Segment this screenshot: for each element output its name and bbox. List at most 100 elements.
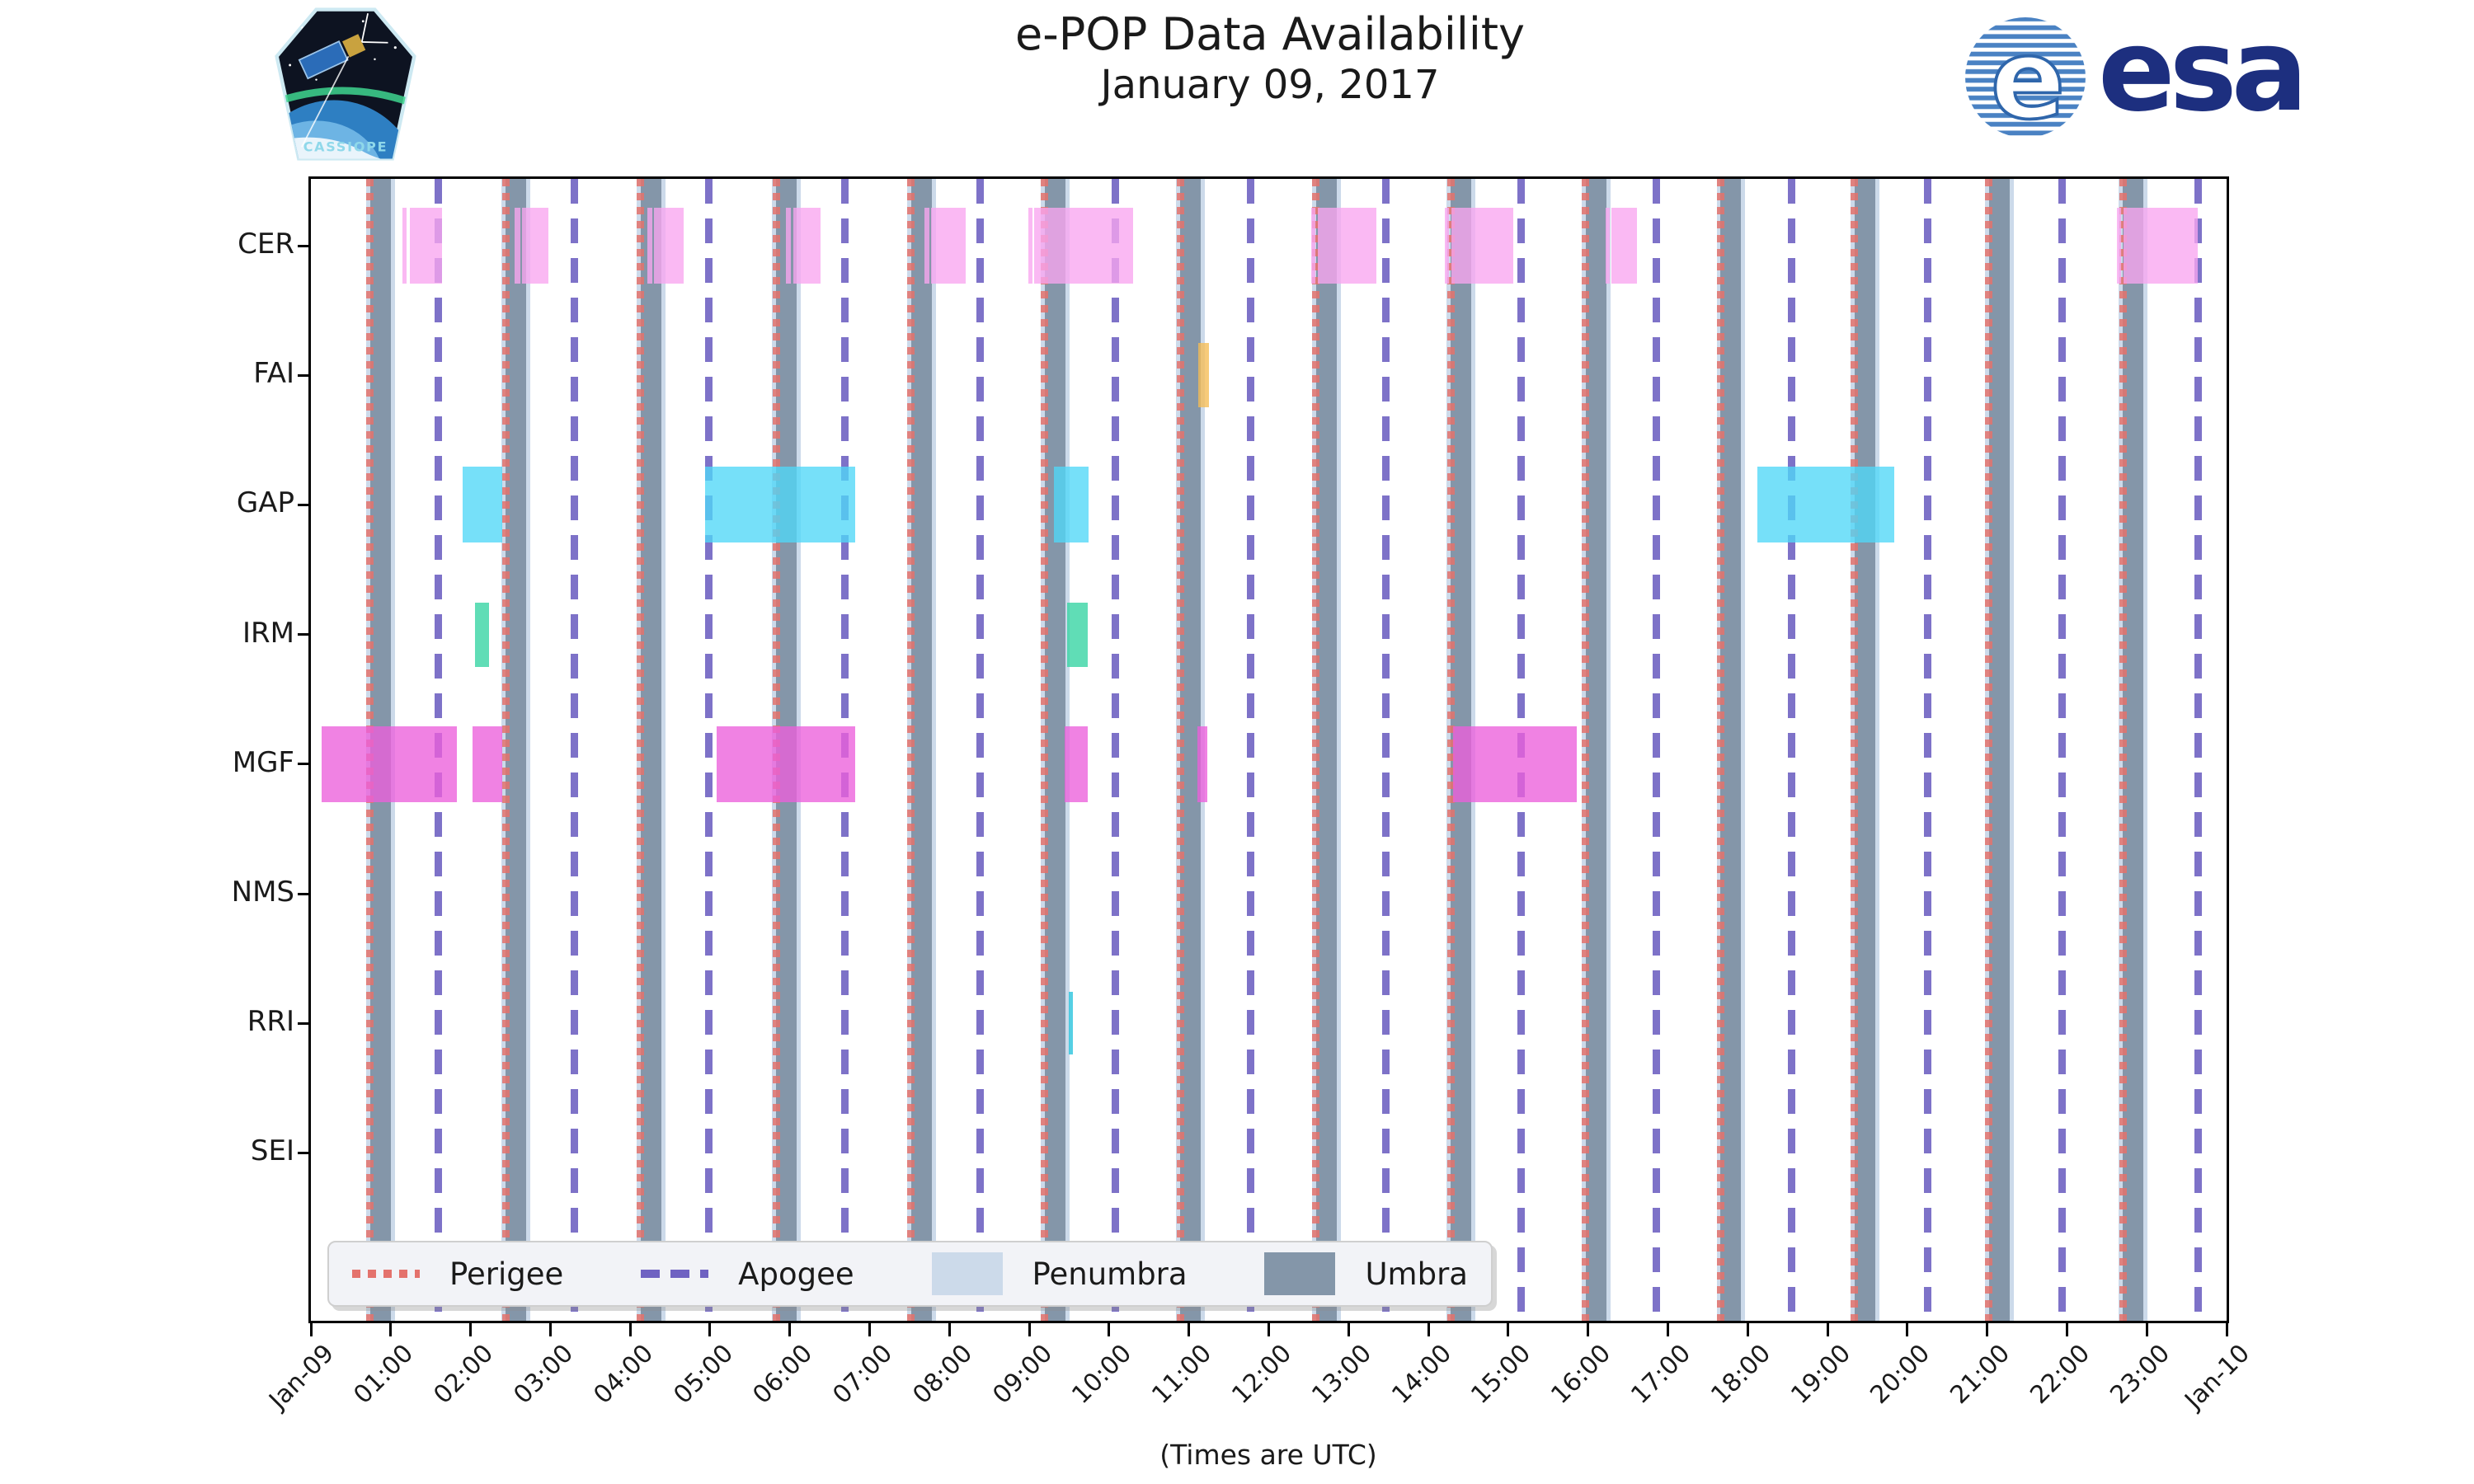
y-axis-label-fai: FAI: [253, 357, 294, 391]
x-tick: [2145, 1323, 2148, 1336]
x-axis-label-1700: 17:00: [1625, 1339, 1697, 1410]
perigee-line: [1716, 179, 1724, 1321]
apogee-line: [976, 179, 984, 1321]
apogee-line: [1382, 179, 1390, 1321]
y-axis-label-nms: NMS: [231, 876, 294, 909]
bar-cer: [1611, 208, 1637, 284]
x-axis-label-jan-09: Jan-09: [263, 1339, 340, 1416]
cassiope-patch-label: CASSIOPE: [303, 139, 388, 155]
legend-swatch-penumbra: [931, 1252, 1003, 1295]
x-axis-label-1900: 19:00: [1785, 1339, 1856, 1410]
x-axis-title: (Times are UTC): [1159, 1439, 1377, 1471]
plot-area: Perigee Apogee Penumbra Umbra: [308, 176, 2229, 1323]
legend-label-umbra: Umbra: [1365, 1256, 1468, 1292]
x-axis-label-1800: 18:00: [1705, 1339, 1776, 1410]
legend: Perigee Apogee Penumbra Umbra: [327, 1241, 1493, 1307]
bar-irm: [475, 602, 489, 667]
cassiope-mission-patch: CASSIOPE: [272, 7, 419, 165]
x-tick: [1587, 1323, 1590, 1336]
x-tick: [1427, 1323, 1430, 1336]
bar-cer: [931, 208, 966, 284]
legend-item-umbra: Umbra: [1264, 1252, 1468, 1295]
y-axis-label-rri: RRI: [247, 1005, 294, 1039]
title-line1: e-POP Data Availability: [1015, 8, 1525, 60]
bar-cer: [793, 208, 821, 284]
x-axis-label-jan-10: Jan-10: [2179, 1339, 2255, 1416]
x-tick: [469, 1323, 473, 1336]
bar-cer: [1317, 208, 1377, 284]
x-tick: [389, 1323, 393, 1336]
bar-cer: [1310, 208, 1315, 284]
x-tick: [1188, 1323, 1191, 1336]
perigee-line: [1312, 179, 1320, 1321]
legend-item-apogee: Apogee: [641, 1256, 854, 1292]
bar-cer: [1605, 208, 1610, 284]
bar-mgf: [472, 726, 503, 802]
bar-cer: [514, 208, 520, 284]
x-tick: [1507, 1323, 1510, 1336]
bar-cer: [1451, 208, 1513, 284]
apogee-line: [570, 179, 578, 1321]
x-axis-label-0900: 09:00: [986, 1339, 1058, 1410]
bar-cer: [402, 208, 407, 284]
y-tick: [298, 892, 311, 895]
x-axis-label-2200: 22:00: [2025, 1339, 2096, 1410]
y-axis-label-cer: CER: [238, 228, 294, 261]
y-axis-label-mgf: MGF: [232, 745, 294, 779]
x-axis-label-0400: 04:00: [588, 1339, 659, 1410]
bar-cer: [1445, 208, 1450, 284]
bar-cer: [410, 208, 442, 284]
apogee-line: [1787, 179, 1795, 1321]
x-tick: [1746, 1323, 1749, 1336]
apogee-line: [1246, 179, 1254, 1321]
x-tick: [2065, 1323, 2068, 1336]
x-tick: [1666, 1323, 1669, 1336]
apogee-line: [2194, 179, 2202, 1321]
x-axis-label-2000: 20:00: [1865, 1339, 1936, 1410]
x-tick: [708, 1323, 712, 1336]
legend-label-apogee: Apogee: [738, 1256, 854, 1292]
apogee-line: [1112, 179, 1120, 1321]
y-tick: [298, 244, 311, 247]
perigee-line: [2119, 179, 2127, 1321]
x-tick: [1268, 1323, 1270, 1336]
x-axis-label-1300: 13:00: [1306, 1339, 1378, 1410]
x-tick: [309, 1323, 313, 1336]
x-tick: [788, 1323, 792, 1336]
x-axis-label-0800: 08:00: [907, 1339, 979, 1410]
apogee-line: [2058, 179, 2067, 1321]
x-axis-label-0500: 05:00: [667, 1339, 739, 1410]
legend-swatch-apogee: [641, 1270, 709, 1278]
bar-gap: [1757, 467, 1895, 543]
perigee-line: [1985, 179, 1993, 1321]
legend-item-perigee: Perigee: [352, 1256, 563, 1292]
x-tick: [1906, 1323, 1909, 1336]
x-axis-label-2100: 21:00: [1945, 1339, 2016, 1410]
perigee-line: [1446, 179, 1455, 1321]
bar-cer: [1033, 208, 1133, 284]
bar-cer: [2117, 208, 2122, 284]
bar-cer: [1028, 208, 1032, 284]
y-tick: [298, 503, 311, 506]
perigee-line: [1582, 179, 1590, 1321]
apogee-line: [1653, 179, 1661, 1321]
perigee-line: [1041, 179, 1048, 1321]
x-tick: [868, 1323, 872, 1336]
bar-cer: [654, 208, 684, 284]
x-tick: [948, 1323, 951, 1336]
bar-gap: [462, 467, 503, 543]
bar-cer: [521, 208, 549, 284]
bar-cer: [785, 208, 791, 284]
x-axis-label-1200: 12:00: [1226, 1339, 1298, 1410]
legend-label-penumbra: Penumbra: [1032, 1256, 1188, 1292]
y-tick: [298, 1021, 311, 1025]
bar-fai: [1198, 343, 1209, 408]
chart-title: e-POP Data Availability January 09, 2017: [825, 8, 1715, 109]
x-axis-label-0100: 01:00: [348, 1339, 420, 1410]
bar-mgf: [716, 726, 856, 802]
perigee-line: [1176, 179, 1184, 1321]
x-tick: [548, 1323, 552, 1336]
x-tick: [2225, 1323, 2228, 1336]
esa-wordmark: esa: [2098, 4, 2308, 137]
